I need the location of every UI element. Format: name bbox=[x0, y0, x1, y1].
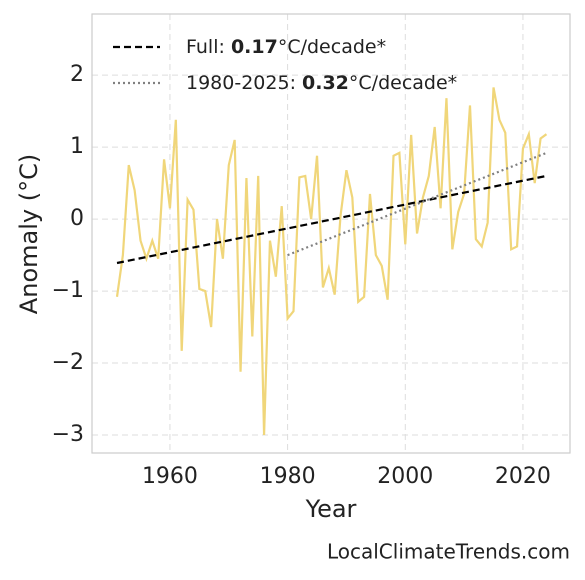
y-axis-label: Anomaly (°C) bbox=[15, 154, 43, 314]
legend-prefix: 1980-2025: bbox=[186, 72, 302, 94]
trend-line bbox=[287, 151, 547, 257]
x-tick-label: 2020 bbox=[495, 464, 551, 489]
data-line bbox=[115, 87, 548, 436]
watermark: LocalClimateTrends.com bbox=[327, 540, 570, 564]
y-tick-label: −2 bbox=[52, 350, 84, 375]
legend-slope: 0.32 bbox=[302, 72, 349, 94]
y-tick-label: 0 bbox=[70, 206, 84, 231]
plot-border bbox=[91, 13, 571, 454]
x-tick-label: 1980 bbox=[260, 464, 316, 489]
y-tick-label: −1 bbox=[52, 278, 84, 303]
legend-slope: 0.17 bbox=[231, 36, 278, 58]
legend-entry: 1980-2025: 0.32°C/decade* bbox=[186, 72, 457, 94]
trend-line bbox=[116, 174, 547, 265]
x-axis-label: Year bbox=[305, 495, 357, 523]
y-tick-label: −3 bbox=[52, 422, 84, 447]
y-tick-label: 1 bbox=[70, 134, 84, 159]
x-tick-label: 2000 bbox=[377, 464, 433, 489]
legend-entry: Full: 0.17°C/decade* bbox=[186, 36, 386, 58]
x-tick-label: 1960 bbox=[142, 464, 198, 489]
legend-prefix: Full: bbox=[186, 36, 231, 58]
y-tick-label: 2 bbox=[70, 62, 84, 87]
legend-suffix: °C/decade* bbox=[278, 36, 386, 58]
legend-suffix: °C/decade* bbox=[349, 72, 457, 94]
